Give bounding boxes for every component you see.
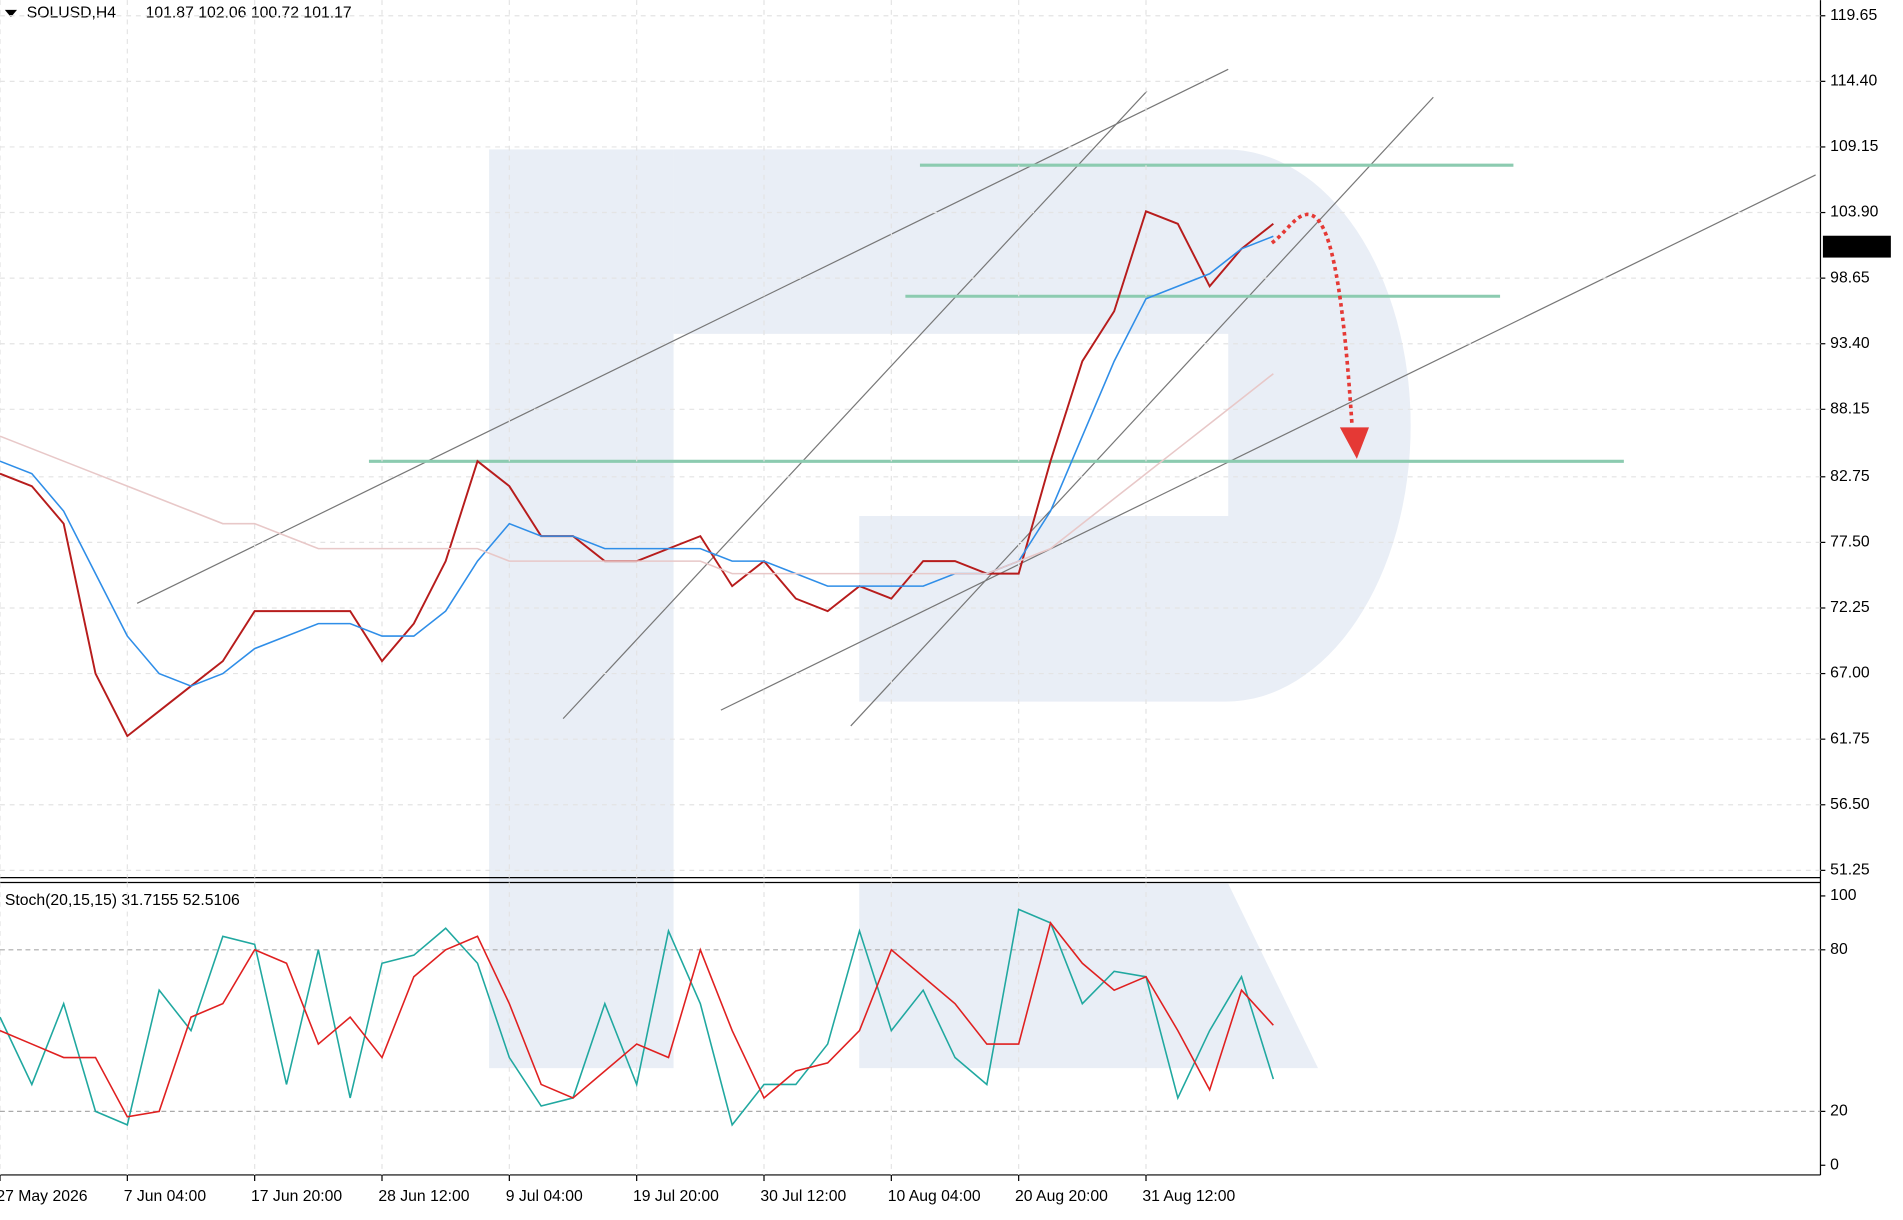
x-tick-label: 20 Aug 20:00 [1015, 1188, 1108, 1205]
y-tick-label: 56.50 [1830, 796, 1870, 813]
frame [0, 0, 1822, 1176]
y-tick-label: 100 [1830, 887, 1857, 904]
y-tick-label: 20 [1830, 1103, 1848, 1120]
y-tick-label: 72.25 [1830, 599, 1870, 616]
x-tick-label: 17 Jun 20:00 [251, 1188, 342, 1205]
trend-lines [136, 68, 1816, 727]
series-line [0, 235, 1274, 687]
y-tick-label: 51.25 [1830, 862, 1870, 879]
x-tick-label: 19 Jul 20:00 [633, 1188, 719, 1205]
series-line [0, 908, 1275, 1127]
series-line [0, 921, 1274, 1118]
y-tick-label: 119.65 [1830, 7, 1877, 24]
series-line [0, 373, 1274, 575]
x-tick-label: 28 Jun 12:00 [378, 1188, 469, 1205]
y-tick-label: 88.15 [1830, 400, 1870, 417]
x-tick-label: 31 Aug 12:00 [1142, 1188, 1235, 1205]
y-tick-label: 80 [1830, 941, 1848, 958]
indicator-title: Stoch(20,15,15) 31.7155 52.5106 [5, 892, 240, 909]
y-tick-label: 77.50 [1830, 534, 1870, 551]
y-tick-label: 98.65 [1830, 269, 1870, 286]
y-tick-label: 114.40 [1830, 73, 1877, 90]
y-tick-label: 61.75 [1830, 730, 1870, 747]
price-tag-label: 101.17 [1829, 238, 1877, 255]
y-tick-label: 109.15 [1830, 138, 1878, 155]
x-tick-label: 27 May 2026 [0, 1188, 88, 1205]
y-tick-label: 82.75 [1830, 468, 1870, 485]
y-tick-label: 103.90 [1830, 204, 1878, 221]
chart-title: SOLUSD,H4 [27, 5, 117, 22]
price-tag [1822, 235, 1891, 258]
forecast-arrow [1270, 212, 1369, 459]
y-tick-label: 93.40 [1830, 335, 1870, 352]
x-tick-label: 30 Jul 12:00 [760, 1188, 846, 1205]
y-tick-label: 67.00 [1830, 665, 1870, 682]
menu-icon [4, 9, 17, 18]
ohlc-values: 101.87 102.06 100.72 101.17 [146, 5, 352, 22]
x-tick-label: 7 Jun 04:00 [124, 1188, 207, 1205]
x-tick-label: 10 Aug 04:00 [888, 1188, 981, 1205]
x-tick-label: 9 Jul 04:00 [506, 1188, 583, 1205]
y-tick-label: 0 [1830, 1156, 1839, 1173]
watermark [489, 149, 1411, 1069]
